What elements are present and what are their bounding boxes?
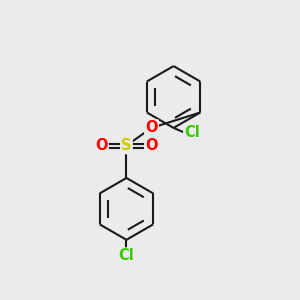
Text: Cl: Cl	[118, 248, 134, 263]
Text: Cl: Cl	[184, 125, 200, 140]
Text: S: S	[121, 138, 132, 153]
Text: O: O	[145, 138, 158, 153]
Text: O: O	[145, 120, 158, 135]
Text: O: O	[95, 138, 108, 153]
